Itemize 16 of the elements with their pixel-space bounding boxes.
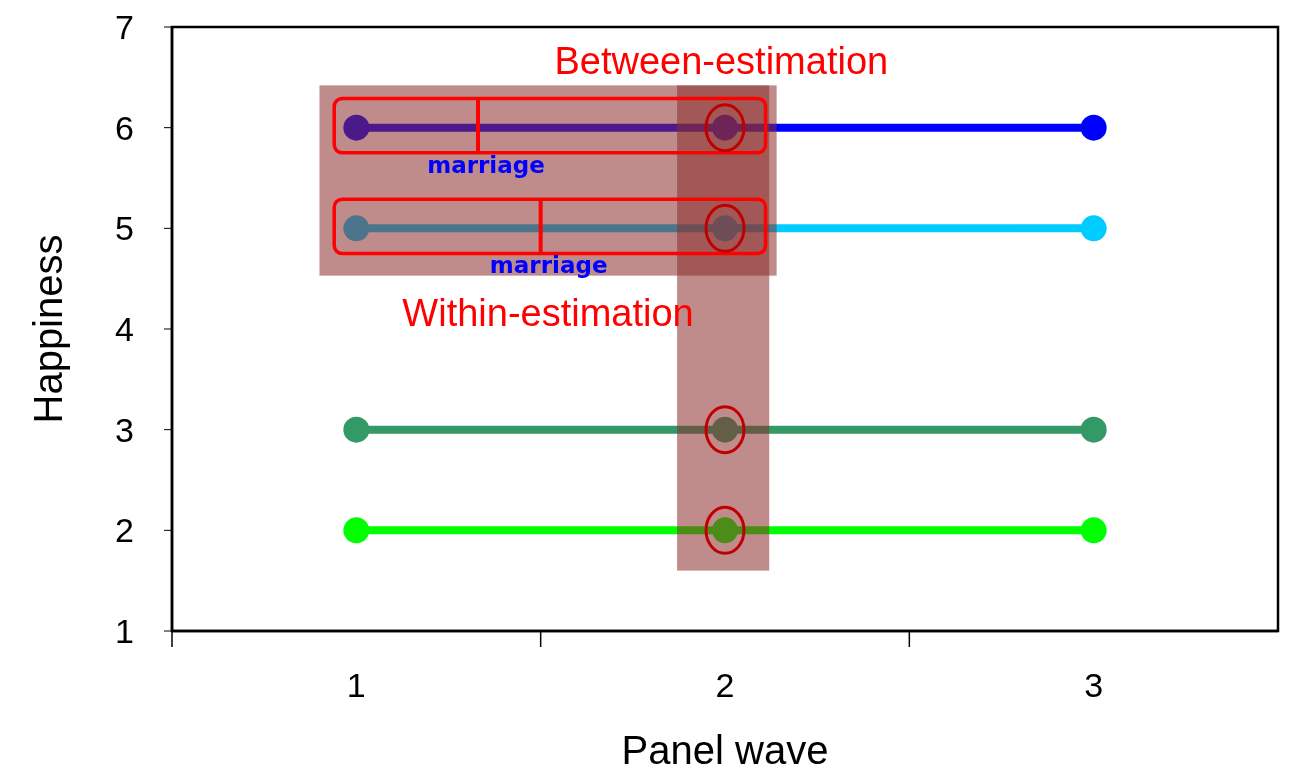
x-axis-title: Panel wave — [621, 728, 829, 772]
y-tick-label: 3 — [115, 410, 134, 449]
y-tick-label: 2 — [115, 511, 134, 550]
annotation: marriage — [489, 252, 608, 279]
annotation: Between-estimation — [554, 40, 889, 83]
y-axis-title: Happiness — [26, 234, 71, 424]
annotation: Within-estimation — [402, 291, 694, 334]
x-tick-label: 1 — [346, 666, 366, 704]
x-tick-label: 3 — [1084, 666, 1104, 704]
annotation: marriage — [427, 151, 545, 178]
y-tick-label: 4 — [115, 310, 134, 349]
x-tick-label: 2 — [715, 666, 735, 704]
y-tick-label: 1 — [115, 612, 134, 651]
y-tick-label: 5 — [115, 209, 134, 248]
y-tick-label: 7 — [115, 8, 134, 47]
y-tick-label: 6 — [115, 108, 134, 147]
